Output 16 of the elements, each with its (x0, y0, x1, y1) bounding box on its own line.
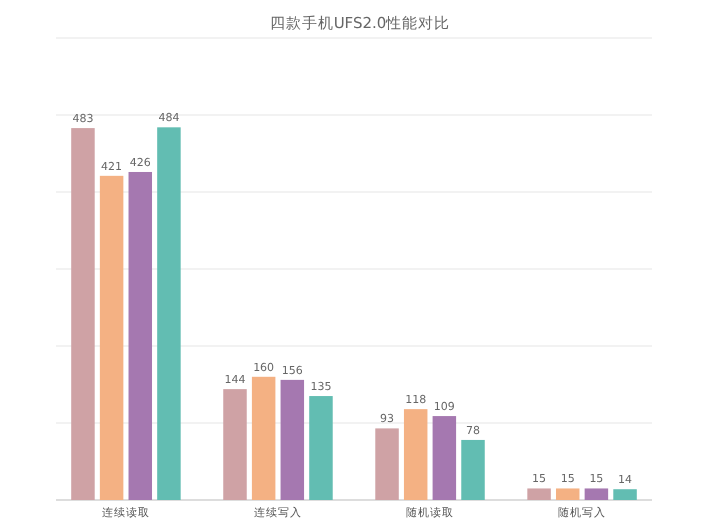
bar (128, 171, 153, 500)
bar (584, 488, 609, 500)
bar (223, 389, 247, 500)
bar (375, 428, 399, 500)
bar (461, 439, 485, 500)
bar (613, 489, 637, 500)
bar (555, 488, 580, 500)
bar (251, 376, 276, 500)
bar (71, 128, 95, 500)
bar (527, 488, 551, 500)
bar (157, 127, 181, 500)
bar (309, 396, 333, 500)
bar (403, 409, 428, 500)
bar (280, 379, 305, 500)
bar (99, 175, 124, 500)
bar (432, 416, 457, 500)
